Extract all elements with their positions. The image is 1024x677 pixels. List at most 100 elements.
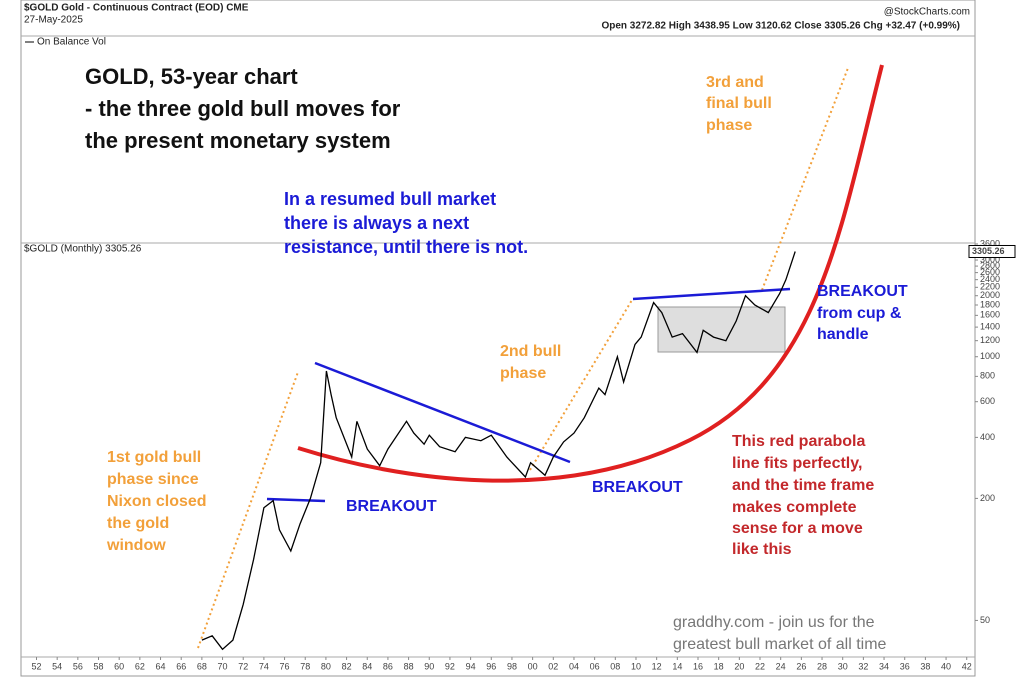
x-tick-label: 92 <box>445 661 455 671</box>
annotation: from cup & <box>817 305 902 322</box>
y-tick-label: 400 <box>980 432 995 442</box>
y-tick-label: 1600 <box>980 310 1000 320</box>
resistance-line <box>314 361 571 464</box>
x-tick-label: 72 <box>238 661 248 671</box>
annotation: greatest bull market of all time <box>673 636 887 653</box>
symbol: $GOLD Gold - Continuous Contract (EOD) C… <box>24 3 249 14</box>
y-tick-label: 200 <box>980 493 995 503</box>
x-tick-label: 74 <box>259 661 269 671</box>
trend-dotted <box>529 299 633 471</box>
x-tick-label: 12 <box>652 661 662 671</box>
x-tick-label: 80 <box>321 661 331 671</box>
y-tick-label: 2800 <box>980 260 1000 270</box>
annotation: like this <box>732 541 792 558</box>
resistance-line <box>266 497 326 503</box>
annotation: BREAKOUT <box>817 283 908 300</box>
y-tick-label: 2200 <box>980 282 1000 292</box>
y-tick-label: 2400 <box>980 274 1000 284</box>
annotation: BREAKOUT <box>346 498 437 515</box>
x-tick-label: 16 <box>693 661 703 671</box>
x-tick-label: 54 <box>52 661 62 671</box>
annotation: 1st gold bull <box>107 449 201 466</box>
annotation: makes complete <box>732 499 857 516</box>
x-tick-label: 14 <box>672 661 682 671</box>
x-tick-label: 04 <box>569 661 579 671</box>
x-tick-label: 10 <box>631 661 641 671</box>
x-tick-label: 30 <box>838 661 848 671</box>
y-tick-label: 2000 <box>980 290 1000 300</box>
quote: Open 3272.82 High 3438.95 Low 3120.62 Cl… <box>601 21 960 32</box>
y-tick-label: 1800 <box>980 299 1000 309</box>
annotation: BREAKOUT <box>592 479 683 496</box>
annotation: and the time frame <box>732 477 874 494</box>
annotation: phase <box>706 117 752 134</box>
x-tick-label: 70 <box>218 661 228 671</box>
x-tick-label: 88 <box>404 661 414 671</box>
annotation: sense for a move <box>732 520 863 537</box>
annotation: handle <box>817 326 869 343</box>
x-tick-label: 02 <box>548 661 558 671</box>
x-tick-label: 98 <box>507 661 517 671</box>
title: - the three gold bull moves for <box>85 96 401 121</box>
x-tick-label: 60 <box>114 661 124 671</box>
resistance-line <box>632 287 791 301</box>
x-tick-label: 58 <box>94 661 104 671</box>
x-tick-label: 08 <box>610 661 620 671</box>
x-tick-label: 40 <box>941 661 951 671</box>
y-tick-label: 3600 <box>980 238 1000 248</box>
annotation: 3rd and <box>706 74 764 91</box>
x-tick-label: 76 <box>280 661 290 671</box>
annotation: there is always a next <box>284 213 469 233</box>
y-tick-label: 50 <box>980 615 990 625</box>
annotation: In a resumed bull market <box>284 189 496 209</box>
x-tick-label: 42 <box>962 661 972 671</box>
annotation: line fits perfectly, <box>732 455 862 472</box>
x-tick-label: 38 <box>920 661 930 671</box>
x-tick-label: 06 <box>590 661 600 671</box>
title: the present monetary system <box>85 128 391 153</box>
x-tick-label: 96 <box>486 661 496 671</box>
trend-dotted <box>197 371 299 649</box>
last-value-label: 3305.26 <box>972 246 1005 256</box>
annotation: the gold <box>107 515 169 532</box>
x-tick-label: 82 <box>342 661 352 671</box>
annotation: resistance, until there is not. <box>284 237 528 257</box>
price-line <box>201 251 796 651</box>
date: 27-May-2025 <box>24 15 83 26</box>
y-tick-label: 600 <box>980 396 995 406</box>
x-tick-label: 36 <box>900 661 910 671</box>
y-tick-label: 800 <box>980 371 995 381</box>
annotation: window <box>106 537 166 554</box>
annotation: Nixon closed <box>107 493 207 510</box>
x-tick-label: 18 <box>714 661 724 671</box>
x-tick-label: 34 <box>879 661 889 671</box>
x-tick-label: 52 <box>31 661 41 671</box>
y-tick-label: 1000 <box>980 351 1000 361</box>
x-tick-label: 22 <box>755 661 765 671</box>
annotation: 2nd bull <box>500 343 561 360</box>
x-tick-label: 86 <box>383 661 393 671</box>
x-tick-label: 78 <box>300 661 310 671</box>
upper-panel-label: On Balance Vol <box>37 37 106 48</box>
last-value-box <box>968 244 1016 258</box>
x-tick-label: 90 <box>424 661 434 671</box>
source: @StockCharts.com <box>884 7 970 18</box>
y-tick-label: 1200 <box>980 335 1000 345</box>
annotation: graddhy.com - join us for the <box>673 614 875 631</box>
annotation: phase <box>500 365 546 382</box>
parabola <box>297 64 884 483</box>
x-tick-label: 94 <box>466 661 476 671</box>
x-tick-label: 20 <box>734 661 744 671</box>
frame <box>20 0 976 677</box>
x-tick-label: 00 <box>528 661 538 671</box>
x-tick-label: 68 <box>197 661 207 671</box>
x-tick-label: 62 <box>135 661 145 671</box>
annotation: final bull <box>706 95 772 112</box>
x-tick-label: 32 <box>858 661 868 671</box>
handle-box <box>657 306 786 353</box>
y-tick-label: 2600 <box>980 267 1000 277</box>
x-tick-label: 24 <box>776 661 786 671</box>
x-tick-label: 84 <box>362 661 372 671</box>
x-tick-label: 28 <box>817 661 827 671</box>
